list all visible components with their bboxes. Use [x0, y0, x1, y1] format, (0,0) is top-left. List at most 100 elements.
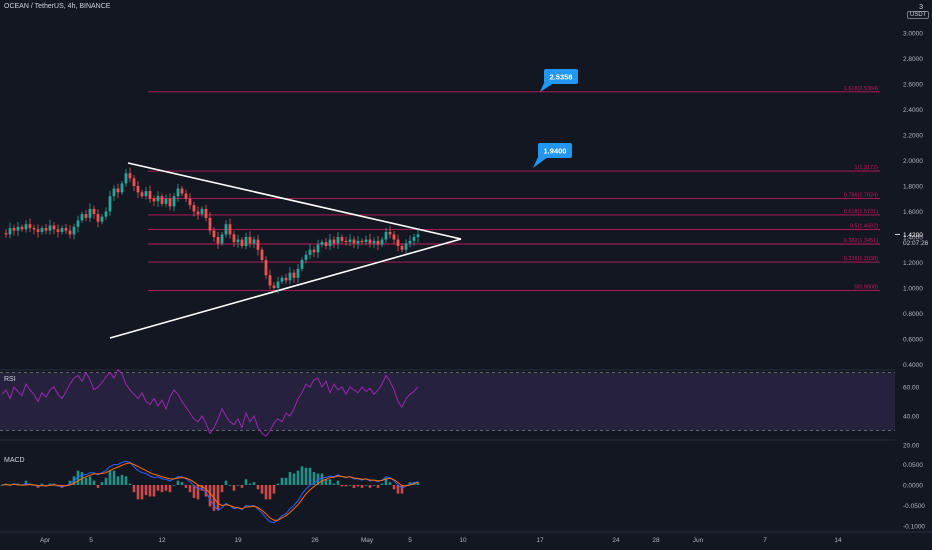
triangle-lower-line [109, 238, 462, 339]
rsi-pane[interactable] [0, 368, 895, 438]
price-tick-label: 2.4000 [903, 107, 923, 114]
macd-histogram-bar [244, 479, 248, 485]
macd-histogram-bar [388, 482, 392, 485]
candle-body [128, 173, 132, 179]
candle-body [416, 234, 420, 237]
macd-histogram-bar [396, 485, 400, 494]
macd-histogram-bar [160, 485, 164, 493]
candle-body [36, 229, 40, 232]
candle-body [136, 186, 140, 193]
price-tick-label: 0.4000 [903, 362, 923, 369]
candle-body [412, 237, 416, 241]
candle-body [348, 239, 352, 243]
candle-body [272, 285, 276, 288]
macd-tick-label: -0.1000 [903, 524, 925, 531]
macd-histogram-bar [192, 485, 196, 498]
target-callout-box [544, 69, 578, 84]
candle-body [200, 208, 204, 215]
candle-body [252, 239, 256, 244]
candle-body [204, 208, 208, 218]
candle-body [16, 226, 20, 231]
rsi-tick-label: 40.00 [903, 414, 920, 421]
fib-level-label: 1(1.9172) [854, 165, 878, 171]
macd-histogram-bar [276, 483, 280, 485]
time-tick-label: Jun [693, 537, 704, 544]
candle-body [240, 239, 244, 246]
price-tick-label: 1.0000 [903, 286, 923, 293]
macd-tick-label: 0.0000 [903, 483, 923, 490]
macd-histogram-bar [152, 485, 156, 497]
candle-body [312, 249, 316, 253]
macd-histogram-bar [376, 485, 380, 488]
candle-body [336, 237, 340, 244]
target-callout-label: 1.9400 [544, 147, 567, 156]
target-callouts[interactable]: 2.5358 1.9400 [533, 69, 578, 168]
macd-histogram-bar [128, 483, 132, 485]
time-tick-label: 14 [834, 537, 842, 544]
macd-histogram-bar [224, 480, 228, 485]
macd-histogram-bar [380, 483, 384, 485]
candle-body [372, 240, 376, 244]
candle-body [220, 234, 224, 244]
candle-body [228, 224, 232, 235]
macd-histogram-bar [400, 485, 404, 494]
macd-histogram-bar [328, 479, 332, 485]
candle-body [156, 196, 160, 202]
target-callout-pointer [533, 157, 548, 168]
symbol-title[interactable]: OCEAN / TetherUS, 4h, BINANCE [4, 3, 111, 10]
price-axis[interactable]: 3.0000 2.8000 2.6000 2.4000 2.2000 2.0000 1.80… [895, 31, 929, 531]
fib-level-label: 0.236(1.2038) [844, 256, 878, 262]
candle-body [356, 240, 360, 244]
candle-body [216, 237, 220, 244]
candle-body [108, 196, 112, 212]
candle-body [60, 228, 64, 232]
candle-body [180, 188, 184, 194]
macd-pane[interactable] [0, 460, 420, 524]
candle-body [112, 188, 116, 197]
macd-histogram-bar [344, 485, 348, 487]
candle-body [100, 216, 104, 222]
candle-body [352, 239, 356, 244]
macd-histogram-bar [220, 485, 224, 493]
macd-histogram-bar [280, 477, 284, 485]
macd-signal-line [1, 462, 419, 521]
time-axis[interactable]: Apr 5 12 19 26 May 5 10 17 24 28 Jun 7 14 [40, 537, 842, 544]
macd-histogram-bar [308, 467, 312, 485]
candlestick-series [4, 167, 420, 294]
macd-histogram-bar [88, 476, 92, 485]
candle-body [124, 173, 128, 184]
currency-selector[interactable]: 3 USDT [903, 4, 930, 19]
candle-body [192, 205, 196, 212]
macd-histogram-bar [296, 470, 300, 485]
candle-body [184, 193, 188, 199]
macd-histogram-bar [188, 485, 192, 493]
target-callout-pointer [540, 83, 554, 92]
candle-body [96, 214, 100, 222]
time-tick-label: 17 [536, 537, 544, 544]
macd-histogram-bar [120, 474, 124, 485]
rsi-title: RSI [4, 376, 16, 383]
fib-level-label: 1.618(2.5384) [844, 86, 878, 92]
candle-body [324, 242, 328, 246]
candle-body [268, 275, 272, 286]
target-callout-label: 2.5358 [550, 73, 573, 82]
rsi-line [1, 368, 419, 438]
macd-histogram-bar [204, 485, 208, 497]
price-tick-label: 2.6000 [903, 82, 923, 89]
candle-body [76, 220, 80, 227]
candle-body [64, 228, 68, 231]
macd-histogram-bar [268, 485, 272, 500]
last-price-label: 1.4200 [903, 232, 923, 239]
macd-histogram-bar [292, 473, 296, 485]
fibonacci-levels[interactable]: 1.618(2.5384) 1(1.9172) 0.786(1.7024) 0.618… [148, 86, 880, 291]
candle-body [368, 239, 372, 244]
symmetrical-triangle[interactable] [109, 162, 462, 339]
macd-histogram-bar [236, 485, 240, 486]
candle-body [332, 239, 336, 244]
candle-body [48, 225, 52, 231]
candle-body [44, 228, 48, 231]
candle-body [24, 224, 28, 230]
candle-body [208, 217, 212, 231]
candle-body [172, 196, 176, 207]
